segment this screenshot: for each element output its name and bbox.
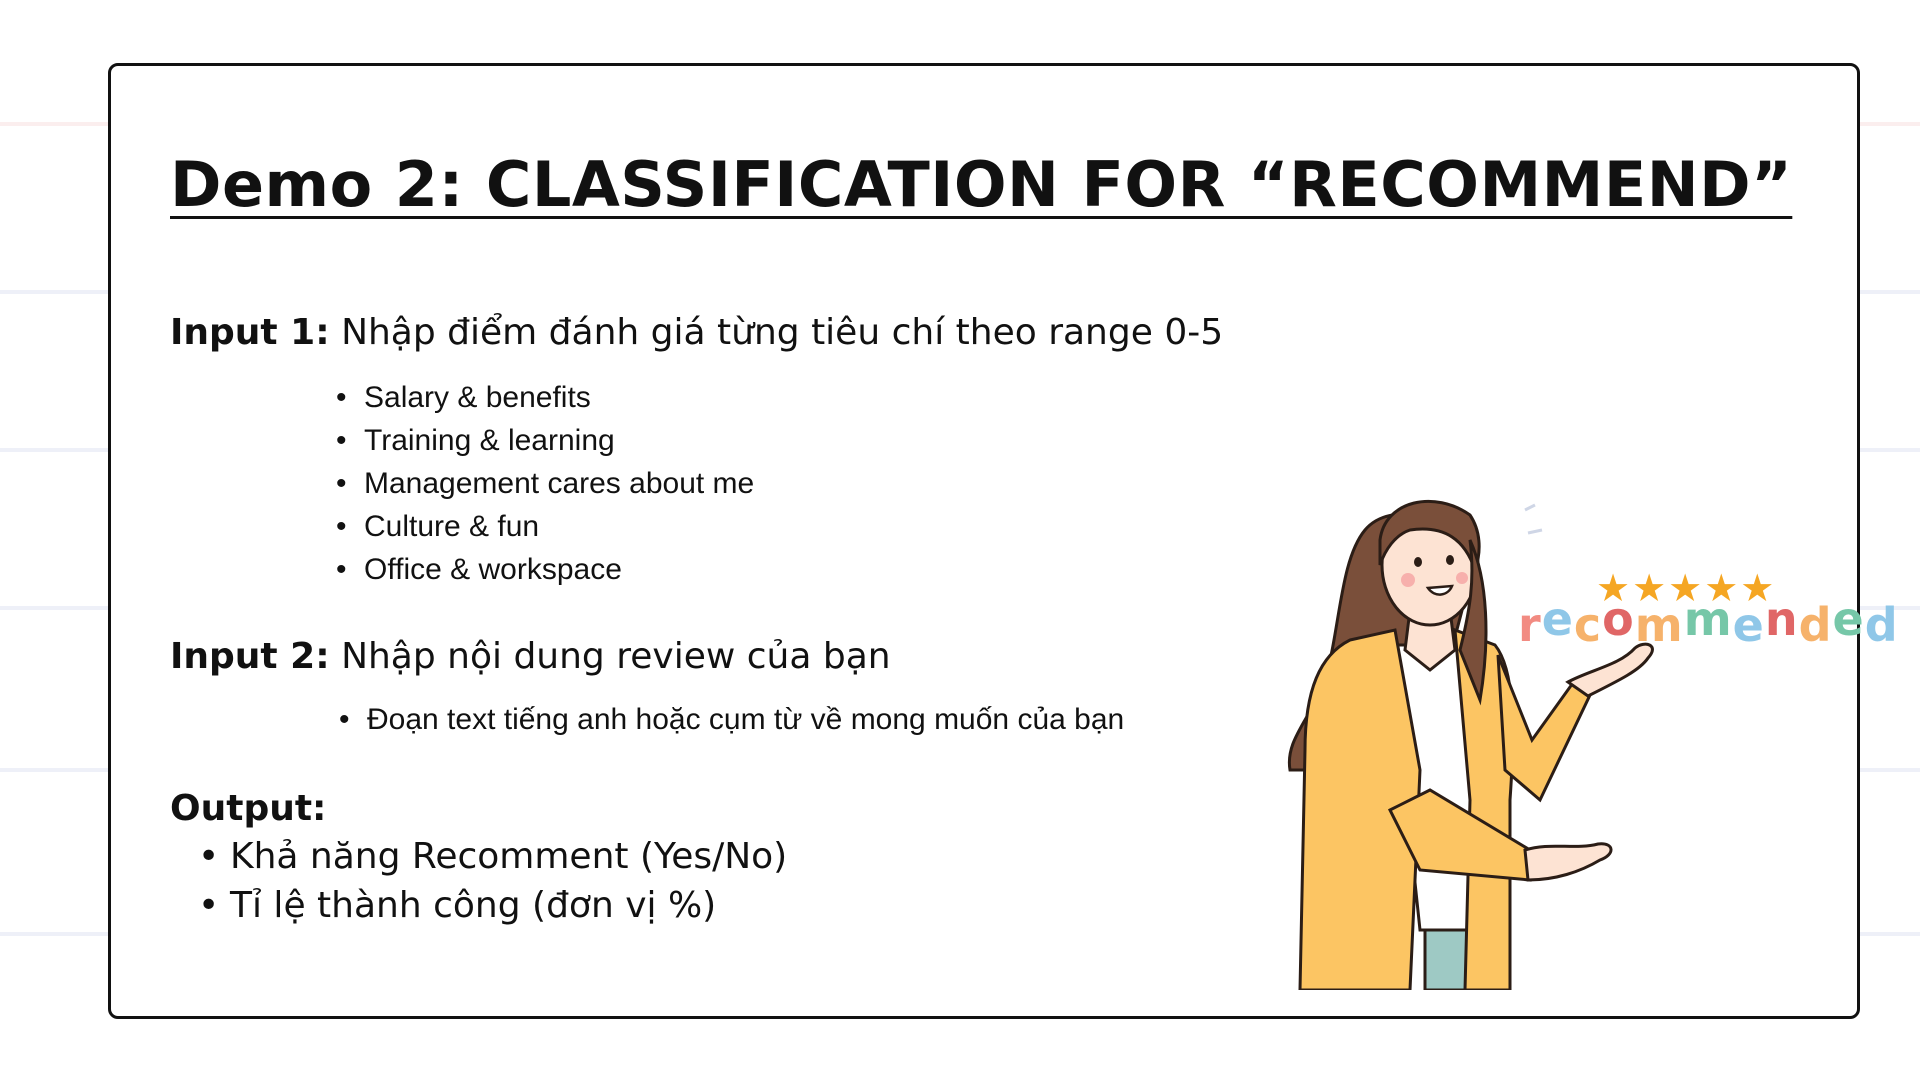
input2-list: Đoạn text tiếng anh hoặc cụm từ về mong … bbox=[339, 700, 1124, 740]
input2-label: Input 2: bbox=[170, 636, 330, 677]
list-item: Khả năng Recomment (Yes/No) bbox=[198, 832, 787, 881]
cheek-right bbox=[1456, 572, 1468, 584]
output-heading: Output: bbox=[170, 788, 326, 829]
input2-text: Nhập nội dung review của bạn bbox=[341, 636, 891, 677]
list-item: Culture & fun bbox=[336, 505, 754, 548]
cheek-left bbox=[1401, 573, 1415, 587]
rating-stars-icon: ★★★★★ bbox=[1596, 566, 1777, 610]
badge-letter: d bbox=[1864, 598, 1899, 652]
list-item: Management cares about me bbox=[336, 462, 754, 505]
list-item: Tỉ lệ thành công (đơn vị %) bbox=[198, 881, 787, 930]
list-item: Đoạn text tiếng anh hoặc cụm từ về mong … bbox=[339, 700, 1124, 740]
output-label: Output: bbox=[170, 788, 327, 829]
input1-criteria-list: Salary & benefits Training & learning Ma… bbox=[336, 376, 754, 591]
badge-letter: c bbox=[1573, 598, 1603, 652]
mouth bbox=[1425, 584, 1454, 596]
badge-letter: o bbox=[1602, 592, 1635, 646]
badge-letter: e bbox=[1541, 592, 1574, 646]
input1-heading: Input 1: Nhập điểm đánh giá từng tiêu ch… bbox=[170, 312, 1223, 353]
eye-right bbox=[1446, 555, 1454, 565]
output-list: Khả năng Recomment (Yes/No) Tỉ lệ thành … bbox=[198, 832, 787, 930]
jacket-left bbox=[1298, 628, 1422, 990]
input1-text: Nhập điểm đánh giá từng tiêu chí theo ra… bbox=[341, 312, 1224, 353]
badge-letter: d bbox=[1798, 598, 1833, 652]
badge-letter: e bbox=[1832, 592, 1865, 646]
sparkle-mark bbox=[1527, 528, 1543, 535]
list-item: Office & workspace bbox=[336, 548, 754, 591]
input2-heading: Input 2: Nhập nội dung review của bạn bbox=[170, 636, 891, 677]
badge-letter: n bbox=[1764, 592, 1799, 646]
list-item: Salary & benefits bbox=[336, 376, 754, 419]
sparkle-mark bbox=[1524, 503, 1536, 512]
lower-hand bbox=[1523, 842, 1613, 882]
input1-label: Input 1: bbox=[170, 312, 330, 353]
list-item: Training & learning bbox=[336, 419, 754, 462]
badge-letter: r bbox=[1518, 598, 1542, 652]
hair-side bbox=[1458, 539, 1488, 706]
badge-letter: e bbox=[1732, 598, 1765, 652]
slide-title: Demo 2: CLASSIFICATION FOR “RECOMMEND” bbox=[170, 148, 1793, 221]
recommended-badge: recommended bbox=[1518, 592, 1899, 652]
badge-letter: m bbox=[1634, 598, 1684, 652]
eye-left bbox=[1414, 557, 1422, 567]
woman-presenting-illustration bbox=[1287, 499, 1654, 990]
badge-letter: m bbox=[1683, 592, 1733, 646]
raised-hand bbox=[1565, 642, 1654, 698]
